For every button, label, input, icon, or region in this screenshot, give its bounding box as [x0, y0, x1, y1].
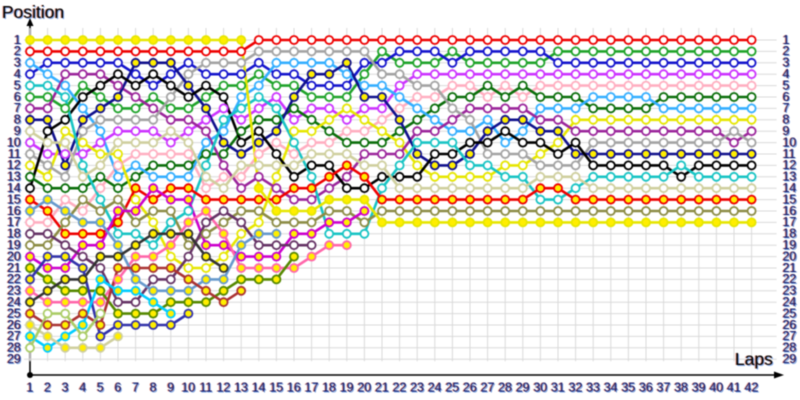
svg-text:8: 8	[150, 381, 157, 395]
svg-text:2: 2	[44, 381, 51, 395]
svg-text:26: 26	[463, 381, 477, 395]
svg-text:19: 19	[340, 381, 354, 395]
svg-text:42: 42	[745, 381, 759, 395]
svg-text:33: 33	[586, 381, 600, 395]
svg-text:18: 18	[322, 381, 336, 395]
svg-text:5: 5	[97, 381, 104, 395]
svg-text:11: 11	[200, 381, 213, 395]
svg-text:14: 14	[252, 381, 266, 395]
svg-text:17: 17	[305, 381, 319, 395]
svg-text:32: 32	[569, 381, 583, 395]
svg-text:40: 40	[709, 381, 723, 395]
svg-text:29: 29	[783, 352, 797, 366]
svg-text:39: 39	[692, 381, 706, 395]
svg-text:28: 28	[498, 381, 512, 395]
svg-text:41: 41	[727, 381, 741, 395]
svg-text:24: 24	[428, 381, 442, 395]
svg-text:3: 3	[62, 381, 69, 395]
svg-text:27: 27	[481, 381, 495, 395]
svg-text:15: 15	[269, 381, 283, 395]
svg-text:34: 34	[604, 381, 618, 395]
svg-text:6: 6	[115, 381, 122, 395]
svg-text:21: 21	[375, 381, 389, 395]
svg-text:36: 36	[639, 381, 653, 395]
svg-text:29: 29	[7, 352, 21, 366]
svg-text:35: 35	[621, 381, 635, 395]
svg-text:23: 23	[410, 381, 424, 395]
svg-text:1: 1	[27, 381, 34, 395]
svg-text:25: 25	[445, 381, 459, 395]
svg-text:9: 9	[167, 381, 174, 395]
svg-text:10: 10	[181, 381, 195, 395]
svg-text:13: 13	[234, 381, 248, 395]
svg-text:22: 22	[393, 381, 407, 395]
svg-text:30: 30	[533, 381, 547, 395]
svg-text:31: 31	[551, 381, 565, 395]
svg-text:29: 29	[516, 381, 530, 395]
svg-text:12: 12	[217, 381, 231, 395]
svg-text:16: 16	[287, 381, 301, 395]
svg-text:37: 37	[657, 381, 671, 395]
svg-text:38: 38	[674, 381, 688, 395]
svg-text:4: 4	[79, 381, 86, 395]
svg-text:7: 7	[132, 381, 139, 395]
svg-text:20: 20	[357, 381, 371, 395]
